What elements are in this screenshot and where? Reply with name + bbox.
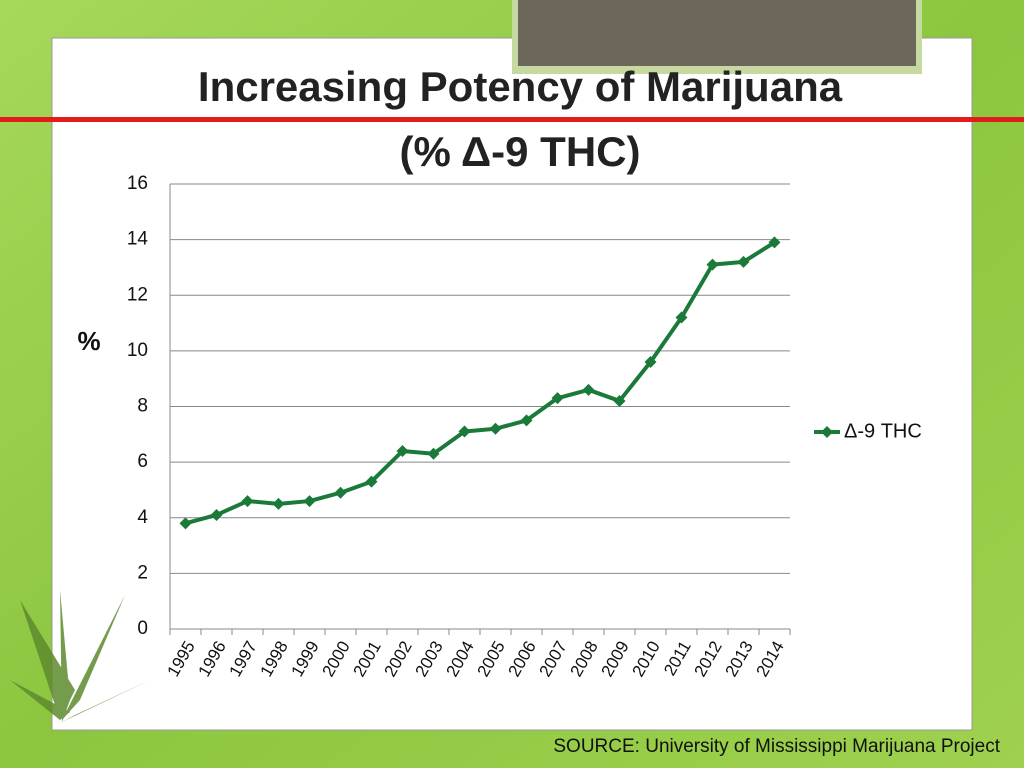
data-point bbox=[365, 475, 378, 488]
y-tick-label: 4 bbox=[137, 507, 148, 528]
y-tick-label: 14 bbox=[127, 229, 149, 250]
y-tick-label: 6 bbox=[137, 451, 148, 472]
legend-label: Δ-9 THC bbox=[844, 420, 922, 442]
data-point bbox=[303, 495, 316, 508]
data-point bbox=[644, 356, 657, 368]
y-tick-label: 0 bbox=[137, 618, 148, 639]
data-point bbox=[489, 422, 502, 435]
y-tick-label: 8 bbox=[137, 396, 148, 417]
y-tick-label: 12 bbox=[127, 284, 148, 305]
data-point bbox=[675, 311, 688, 324]
data-point bbox=[551, 392, 564, 405]
y-tick-label: 10 bbox=[127, 340, 148, 361]
y-tick-label: 16 bbox=[127, 173, 148, 194]
data-point bbox=[613, 394, 626, 407]
data-point bbox=[706, 258, 719, 271]
data-point bbox=[458, 425, 471, 438]
chart-subtitle: (% Δ-9 THC) bbox=[400, 128, 641, 175]
source-note: SOURCE: University of Mississippi Mariju… bbox=[553, 736, 1000, 757]
data-point bbox=[179, 517, 192, 530]
data-point bbox=[241, 495, 254, 508]
y-tick-label: 2 bbox=[137, 562, 148, 583]
data-point bbox=[520, 414, 533, 427]
data-point bbox=[427, 447, 440, 460]
data-point bbox=[768, 236, 781, 249]
leaf-decoration bbox=[10, 590, 150, 722]
data-point bbox=[272, 497, 285, 510]
data-point bbox=[210, 508, 223, 521]
y-axis-label: % bbox=[77, 326, 100, 356]
top-box bbox=[518, 0, 916, 66]
legend-marker bbox=[821, 426, 833, 438]
data-point bbox=[737, 255, 750, 268]
chart-title: Increasing Potency of Marijuana bbox=[198, 63, 843, 110]
content-panel bbox=[51, 37, 973, 731]
data-point bbox=[582, 383, 595, 396]
data-point bbox=[334, 486, 347, 499]
data-point bbox=[396, 445, 409, 457]
red-rule bbox=[0, 117, 1024, 122]
